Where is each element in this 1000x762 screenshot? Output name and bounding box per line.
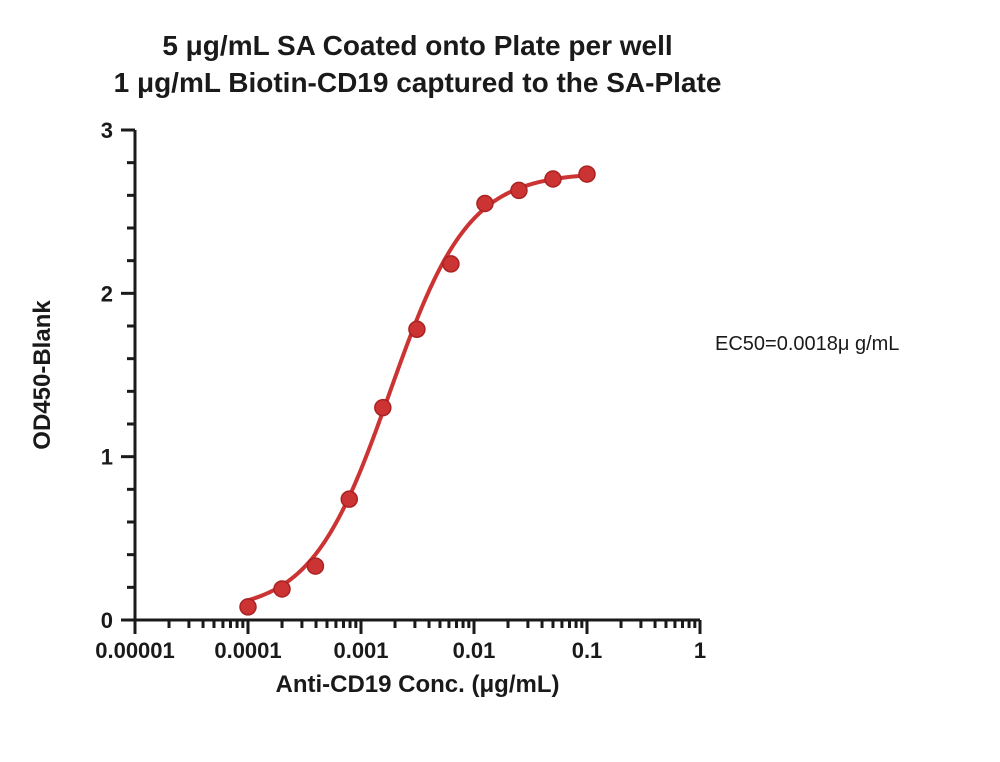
ec50-annotation: EC50=0.0018μ g/mL <box>715 333 899 355</box>
y-tick-label: 3 <box>101 118 113 143</box>
x-tick-label: 0.01 <box>453 638 496 663</box>
data-point <box>240 599 256 615</box>
x-axis-label: Anti-CD19 Conc. (μg/mL) <box>275 671 559 698</box>
data-point <box>409 321 425 337</box>
data-point <box>443 256 459 272</box>
x-tick-label: 0.00001 <box>95 638 175 663</box>
data-point <box>375 400 391 416</box>
data-point <box>511 182 527 198</box>
y-tick-label: 2 <box>101 281 113 306</box>
x-tick-label: 0.001 <box>333 638 388 663</box>
data-point <box>545 171 561 187</box>
data-point <box>307 558 323 574</box>
data-point <box>341 491 357 507</box>
x-tick-label: 1 <box>694 638 706 663</box>
dose-response-chart: 5 μg/mL SA Coated onto Plate per well 1 μ… <box>0 0 1000 762</box>
data-point <box>274 581 290 597</box>
chart-title-line1: 5 μg/mL SA Coated onto Plate per well <box>162 30 672 61</box>
y-axis-label: OD450-Blank <box>29 300 56 450</box>
y-tick-label: 1 <box>101 445 113 470</box>
chart-title-line2: 1 μg/mL Biotin-CD19 captured to the SA-P… <box>114 67 722 98</box>
data-point <box>477 196 493 212</box>
data-point <box>579 166 595 182</box>
x-tick-label: 0.0001 <box>214 638 281 663</box>
y-tick-label: 0 <box>101 608 113 633</box>
x-tick-label: 0.1 <box>572 638 603 663</box>
